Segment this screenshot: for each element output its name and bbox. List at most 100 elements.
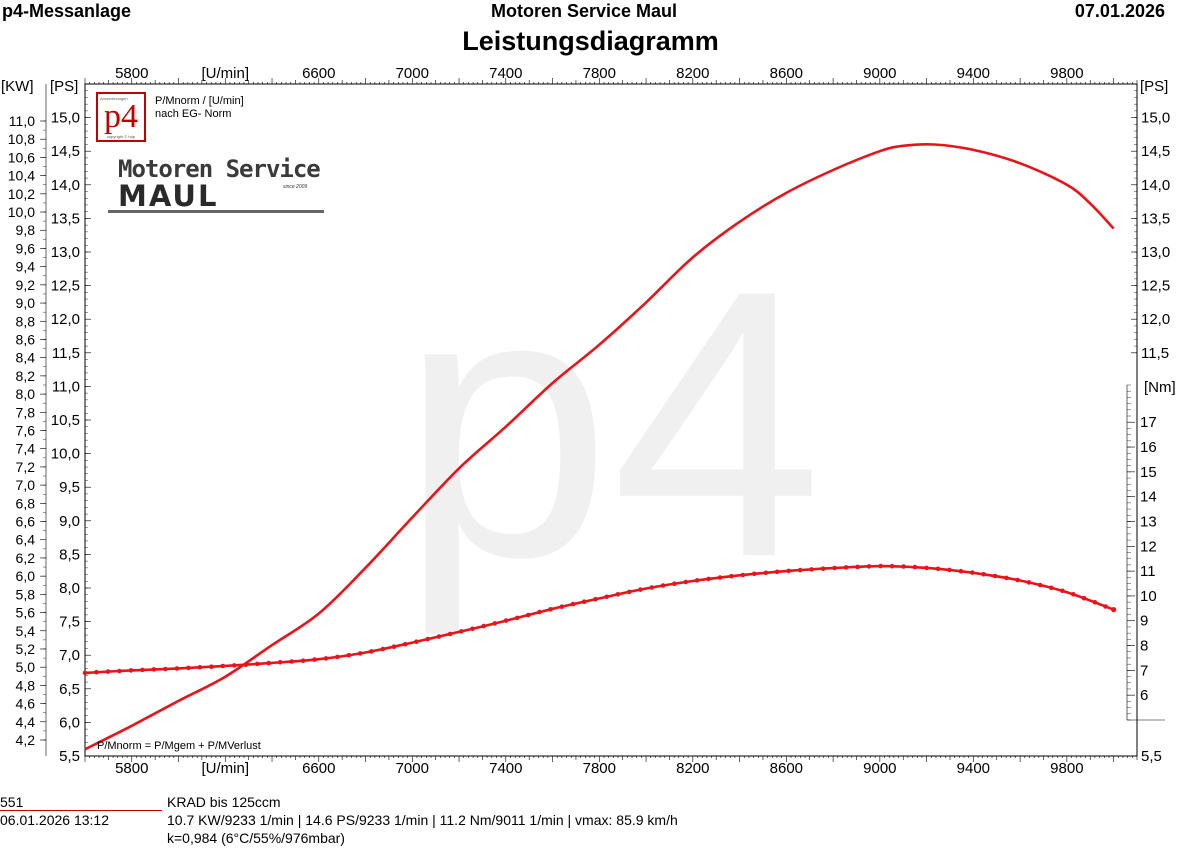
kw-tick-label: 11,0: [9, 113, 35, 129]
torque-point: [151, 667, 157, 672]
x-tick-label-top: 9800: [1050, 65, 1083, 82]
kw-tick-label: 4,6: [16, 696, 36, 712]
torque-point: [935, 566, 941, 572]
torque-point: [459, 629, 464, 634]
torque-point: [402, 641, 408, 647]
torque-point: [163, 666, 168, 672]
x-tick-label-bottom: 9400: [957, 760, 990, 777]
peak-stats: 10.7 KW/9233 1/min | 14.6 PS/9233 1/min …: [167, 812, 678, 828]
ps-tick-label-right: 12,5: [1141, 278, 1170, 295]
x-tick-label-top: 7000: [396, 65, 429, 82]
kw-tick-label: 8,0: [16, 386, 36, 402]
ps-axis-label-left: [PS]: [50, 78, 78, 95]
kw-tick-label: 6,2: [16, 550, 36, 566]
torque-point: [323, 656, 329, 661]
torque-point: [335, 654, 340, 660]
app-name: p4-Messanlage: [2, 1, 132, 21]
kw-tick-label: 8,2: [16, 368, 36, 384]
torque-point: [117, 668, 122, 674]
torque-point: [820, 566, 826, 571]
kw-tick-label: 9,0: [16, 295, 36, 311]
torque-point: [1026, 580, 1032, 585]
kw-tick-label: 4,2: [16, 732, 36, 748]
x-axis-label-bottom: [U/min]: [202, 760, 250, 777]
torque-point: [832, 565, 837, 571]
kw-tick-label: 5,2: [16, 641, 36, 657]
nm-tick-label: 6: [1140, 687, 1148, 704]
ps-tick-label-left: 5,5: [59, 748, 80, 765]
torque-point: [638, 587, 643, 592]
ps-tick-label-left: 11,0: [52, 378, 80, 395]
torque-point: [774, 569, 780, 575]
nm-tick-label: 13: [1140, 513, 1157, 530]
kw-tick-label: 8,6: [16, 331, 36, 347]
torque-point: [626, 589, 632, 595]
torque-point: [312, 657, 317, 662]
torque-point: [481, 623, 487, 629]
ps-tick-label-left: 13,0: [51, 244, 80, 261]
kw-tick-label: 8,8: [16, 313, 36, 329]
torque-point: [232, 663, 237, 668]
footer-divider: [0, 810, 162, 811]
kw-tick-label: 5,6: [16, 605, 36, 621]
kw-tick-label: 10,8: [8, 131, 35, 147]
torque-point: [346, 653, 352, 658]
torque-point: [254, 661, 260, 667]
torque-point: [243, 662, 249, 667]
x-tick-label-top: 9400: [957, 65, 990, 82]
torque-point: [140, 667, 145, 673]
torque-point: [581, 599, 587, 604]
ps-tick-label-left: 6,5: [59, 681, 80, 698]
torque-point: [174, 666, 180, 671]
torque-point: [1081, 595, 1087, 601]
torque-point: [436, 634, 442, 639]
torque-point: [220, 663, 226, 669]
torque-point: [1071, 592, 1076, 597]
x-axis-label-top: [U/min]: [202, 65, 250, 82]
kw-tick-label: 5,8: [16, 586, 36, 602]
x-tick-label-top: 8200: [676, 65, 709, 82]
torque-point: [369, 649, 374, 654]
torque-point: [797, 567, 803, 573]
nm-tick-label: 16: [1140, 439, 1157, 456]
logo-p4-text: p4: [104, 98, 138, 135]
torque-point: [694, 578, 700, 583]
ps-tick-label-left: 7,0: [59, 647, 80, 664]
torque-point: [414, 639, 419, 644]
maul-logo-line1: Motoren Service: [118, 155, 321, 183]
nm-tick-label: 9: [1140, 613, 1148, 630]
kw-tick-label: 7,8: [16, 404, 36, 420]
torque-point: [866, 564, 872, 569]
x-tick-label-top: 6600: [302, 65, 335, 82]
ps-tick-label-left: 14,5: [51, 143, 80, 160]
torque-point: [1004, 575, 1009, 581]
report-date: 07.01.2026: [1074, 1, 1165, 21]
nm-tick-label: 8: [1140, 638, 1148, 655]
torque-point: [1103, 604, 1108, 609]
kw-tick-label: 9,6: [16, 240, 36, 256]
ps-tick-label-right: 15,0: [1141, 110, 1170, 127]
torque-point: [683, 579, 689, 585]
torque-point: [1092, 600, 1098, 605]
torque-point: [981, 572, 986, 577]
torque-point: [660, 583, 666, 588]
nm-tick-label: 15: [1140, 464, 1157, 481]
torque-point: [537, 609, 542, 615]
x-tick-label-top: 7400: [489, 65, 522, 82]
maul-logo-since: since 2009: [283, 184, 308, 190]
torque-point: [604, 594, 609, 600]
norm-label: P/Mnorm / [U/min]: [155, 95, 244, 107]
watermark-p4: p4: [400, 211, 823, 638]
maul-logo-underline: [108, 210, 324, 213]
nm-tick-label: 11: [1140, 563, 1156, 580]
vehicle-class: KRAD bis 125ccm: [167, 794, 281, 810]
x-tick-label-bottom: 6600: [302, 760, 335, 777]
ps-tick-label-right: 13,0: [1141, 244, 1170, 261]
kw-tick-label: 10,0: [8, 204, 35, 220]
torque-point: [740, 572, 746, 578]
torque-point: [470, 626, 475, 632]
x-tick-label-bottom: 8600: [770, 760, 803, 777]
torque-point: [128, 668, 134, 673]
torque-point: [548, 607, 553, 612]
ps-tick-label-left: 12,0: [51, 311, 80, 328]
